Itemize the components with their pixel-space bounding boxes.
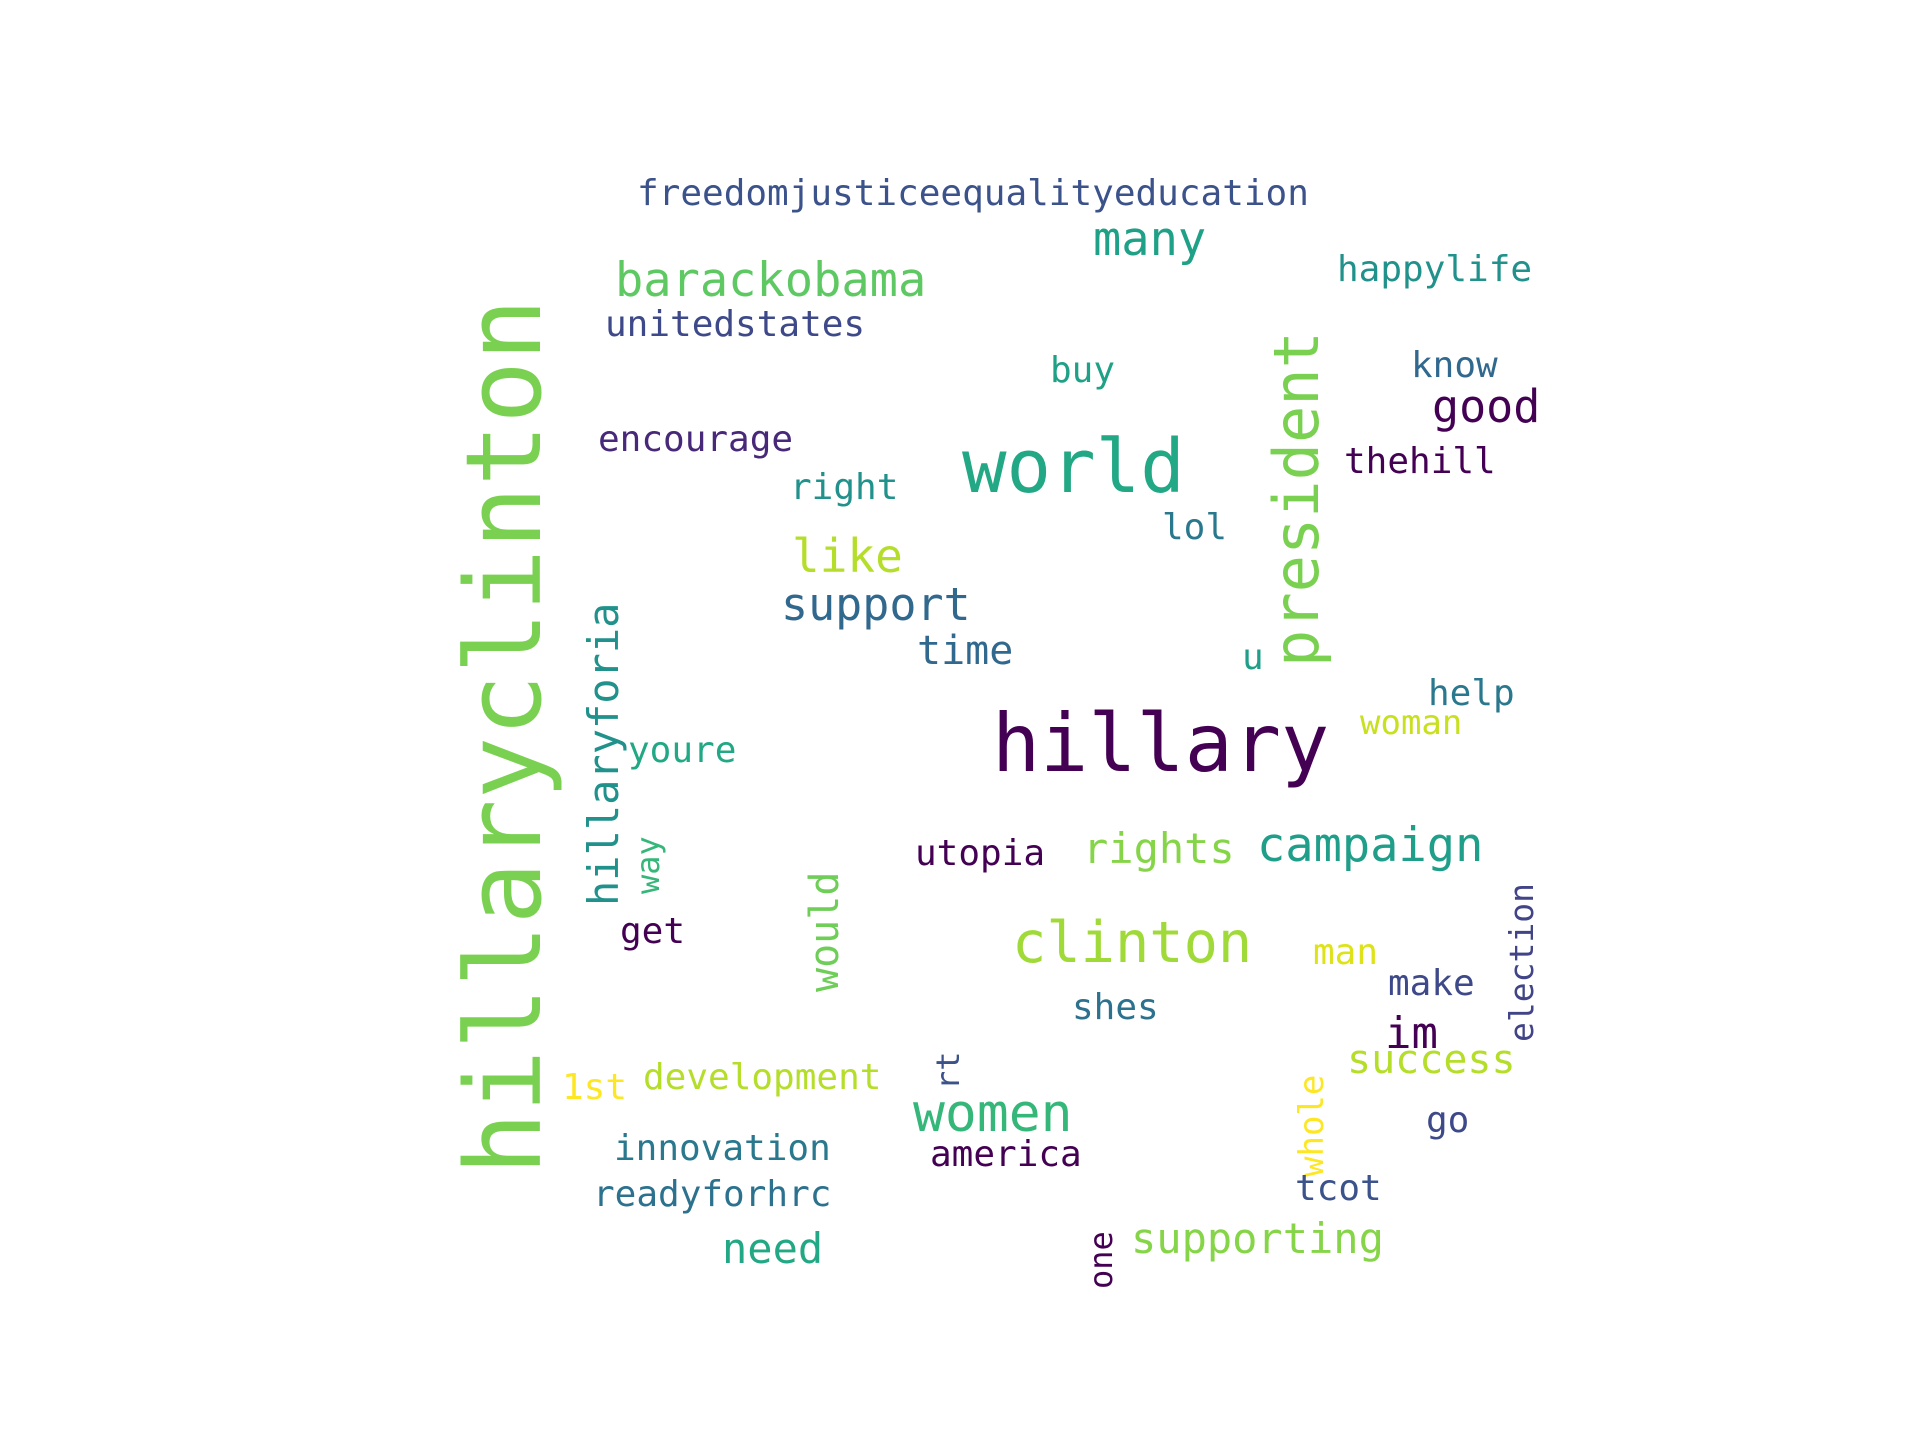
- word-way: way: [629, 836, 667, 894]
- word-make: make: [1388, 963, 1475, 1004]
- word-world: world: [962, 424, 1185, 510]
- word-buy: buy: [1050, 350, 1116, 391]
- word-freedomjusticeequalityeducation: freedomjusticeequalityeducation: [637, 173, 1309, 214]
- word-shes: shes: [1072, 987, 1159, 1028]
- word-development: development: [643, 1057, 882, 1098]
- word-unitedstates: unitedstates: [605, 304, 866, 345]
- word-america: america: [930, 1134, 1082, 1175]
- word-hillaryforia: hillaryforia: [579, 602, 628, 906]
- word-election: election: [1502, 883, 1541, 1042]
- word-help: help: [1428, 673, 1515, 714]
- word-barackobama: barackobama: [615, 253, 927, 308]
- word-youre: youre: [628, 730, 737, 771]
- word-happylife: happylife: [1337, 249, 1533, 290]
- word-u: u: [1242, 637, 1264, 678]
- word-innovation: innovation: [614, 1128, 831, 1169]
- word-like: like: [792, 529, 903, 583]
- word-man: man: [1313, 932, 1379, 973]
- word-good: good: [1432, 380, 1541, 433]
- word-supporting: supporting: [1131, 1214, 1384, 1263]
- word-encourage: encourage: [598, 419, 794, 460]
- word-woman: woman: [1360, 703, 1463, 743]
- word-support: support: [781, 578, 971, 631]
- word-1st: 1st: [562, 1067, 628, 1108]
- word-campaign: campaign: [1257, 818, 1484, 873]
- word-would: would: [802, 871, 848, 992]
- word-tcot: tcot: [1295, 1168, 1382, 1209]
- word-readyforhrc: readyforhrc: [593, 1174, 832, 1215]
- word-time: time: [917, 628, 1014, 674]
- word-utopia: utopia: [915, 833, 1046, 874]
- word-rights: rights: [1083, 824, 1235, 873]
- word-hillary: hillary: [992, 697, 1330, 790]
- word-one: one: [1082, 1231, 1120, 1289]
- word-thehill: thehill: [1344, 441, 1496, 482]
- word-right: right: [790, 467, 899, 508]
- word-know: know: [1411, 345, 1498, 386]
- word-need: need: [722, 1224, 824, 1273]
- word-hillaryclinton: hillaryclinton: [443, 298, 565, 1175]
- word-whole: whole: [1292, 1074, 1332, 1177]
- word-im: im: [1385, 1008, 1438, 1059]
- word-lol: lol: [1162, 507, 1228, 548]
- word-clinton: clinton: [1012, 910, 1253, 976]
- word-go: go: [1426, 1100, 1470, 1141]
- word-success: success: [1347, 1037, 1516, 1083]
- word-women: women: [913, 1083, 1073, 1144]
- word-many: many: [1093, 212, 1207, 267]
- word-get: get: [620, 911, 686, 952]
- word-president: president: [1260, 331, 1333, 667]
